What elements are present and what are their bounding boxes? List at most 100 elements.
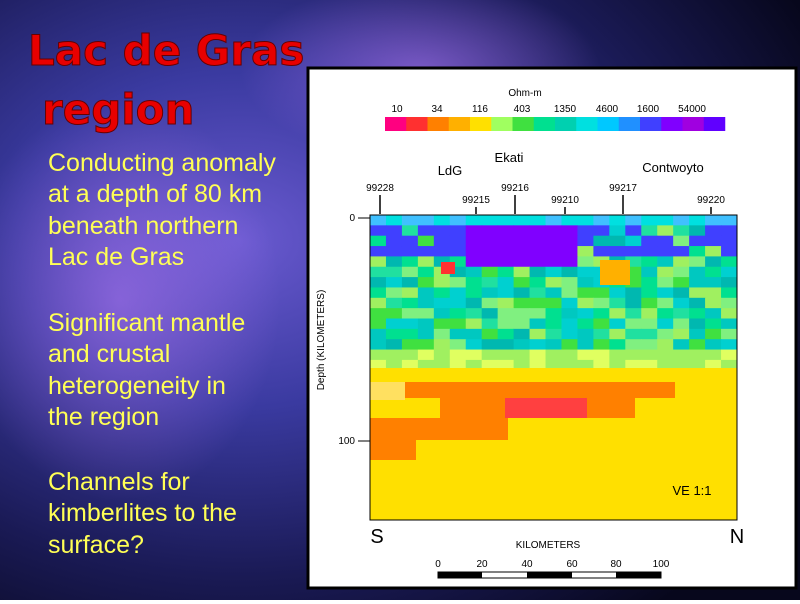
color-cell xyxy=(609,318,626,330)
color-cell xyxy=(593,349,610,361)
color-cell xyxy=(385,235,403,247)
color-cell xyxy=(705,277,722,288)
color-cell xyxy=(545,266,562,278)
bullet-line: Conducting anomaly xyxy=(48,149,276,177)
color-cell xyxy=(529,297,547,309)
color-cell xyxy=(370,349,387,361)
color-cell xyxy=(721,349,738,361)
color-cell xyxy=(427,117,449,131)
color-cell xyxy=(673,287,690,299)
color-cell xyxy=(465,215,483,226)
color-cell xyxy=(529,318,547,330)
color-cell xyxy=(641,266,658,278)
color-cell xyxy=(513,349,531,361)
color-cell xyxy=(609,246,626,257)
color-cell xyxy=(673,256,690,268)
color-cell xyxy=(721,339,738,351)
bullet-line: at a depth of 80 km xyxy=(48,180,262,208)
color-cell xyxy=(625,359,642,371)
color-cell xyxy=(481,308,499,319)
color-cell xyxy=(385,215,403,226)
color-cell xyxy=(370,215,387,226)
color-cell xyxy=(577,349,594,361)
color-cell xyxy=(561,225,578,237)
color-cell xyxy=(625,277,642,288)
color-cell xyxy=(545,328,562,340)
scale-label: 40 xyxy=(521,559,533,570)
color-cell xyxy=(465,266,483,278)
color-cell xyxy=(657,328,674,340)
color-cell xyxy=(529,266,547,278)
color-cell xyxy=(673,339,690,351)
color-cell xyxy=(401,277,419,288)
color-cell xyxy=(433,349,451,361)
color-cell xyxy=(721,318,738,330)
color-cell xyxy=(577,235,594,247)
color-cell xyxy=(545,318,562,330)
color-cell xyxy=(481,256,499,268)
color-cell xyxy=(401,256,419,268)
color-cell xyxy=(529,349,547,361)
color-cell xyxy=(449,215,467,226)
color-cell xyxy=(449,297,467,309)
depth-axis-label: Depth (KILOMETERS) xyxy=(316,290,327,391)
color-cell xyxy=(625,308,642,319)
end-label: S xyxy=(370,526,383,548)
color-cell xyxy=(641,318,658,330)
color-cell xyxy=(449,277,467,288)
color-cell xyxy=(545,339,562,351)
color-cell xyxy=(625,349,642,361)
color-cell xyxy=(545,359,562,371)
color-cell xyxy=(721,235,738,247)
color-cell xyxy=(449,339,467,351)
color-cell xyxy=(401,308,419,319)
color-cell xyxy=(401,328,419,340)
color-cell xyxy=(576,117,598,131)
color-cell xyxy=(721,287,738,299)
color-cell xyxy=(433,359,451,371)
colorbar xyxy=(385,117,726,131)
color-cell xyxy=(577,225,594,237)
color-cell xyxy=(689,339,706,351)
color-cell xyxy=(625,328,642,340)
color-cell xyxy=(625,256,642,268)
distance-label: KILOMETERS xyxy=(516,540,581,551)
color-cell xyxy=(513,297,531,309)
color-cell xyxy=(497,246,515,257)
color-cell xyxy=(513,308,531,319)
color-cell xyxy=(609,225,626,237)
color-cell xyxy=(497,215,515,226)
color-cell xyxy=(417,287,435,299)
station-label: 99220 xyxy=(697,195,725,206)
color-cell xyxy=(705,235,722,247)
plot-frame xyxy=(369,214,738,521)
site-label: Ekati xyxy=(495,150,524,165)
colorbar-label: 34 xyxy=(431,104,443,115)
color-cell xyxy=(625,225,642,237)
color-cell xyxy=(497,339,515,351)
color-cell xyxy=(529,308,547,319)
color-cell xyxy=(401,297,419,309)
color-cell xyxy=(721,277,738,288)
color-cell xyxy=(705,308,722,319)
color-cell xyxy=(385,359,403,371)
color-cell xyxy=(657,318,674,330)
color-cell xyxy=(385,266,403,278)
bullet-line: kimberlites to the xyxy=(48,499,237,527)
color-cell xyxy=(625,339,642,351)
color-cell xyxy=(513,215,531,226)
color-cell xyxy=(529,235,547,247)
color-cell xyxy=(545,235,562,247)
color-cell xyxy=(370,440,416,460)
color-cell xyxy=(529,225,547,237)
color-cell xyxy=(405,382,675,398)
color-cell xyxy=(370,382,405,400)
color-cell xyxy=(481,287,499,299)
color-cell xyxy=(641,328,658,340)
color-cell xyxy=(385,225,403,237)
color-cell xyxy=(417,215,435,226)
color-cell xyxy=(705,339,722,351)
color-cell xyxy=(641,277,658,288)
color-cell xyxy=(433,308,451,319)
bullet-line: surface? xyxy=(48,531,144,559)
